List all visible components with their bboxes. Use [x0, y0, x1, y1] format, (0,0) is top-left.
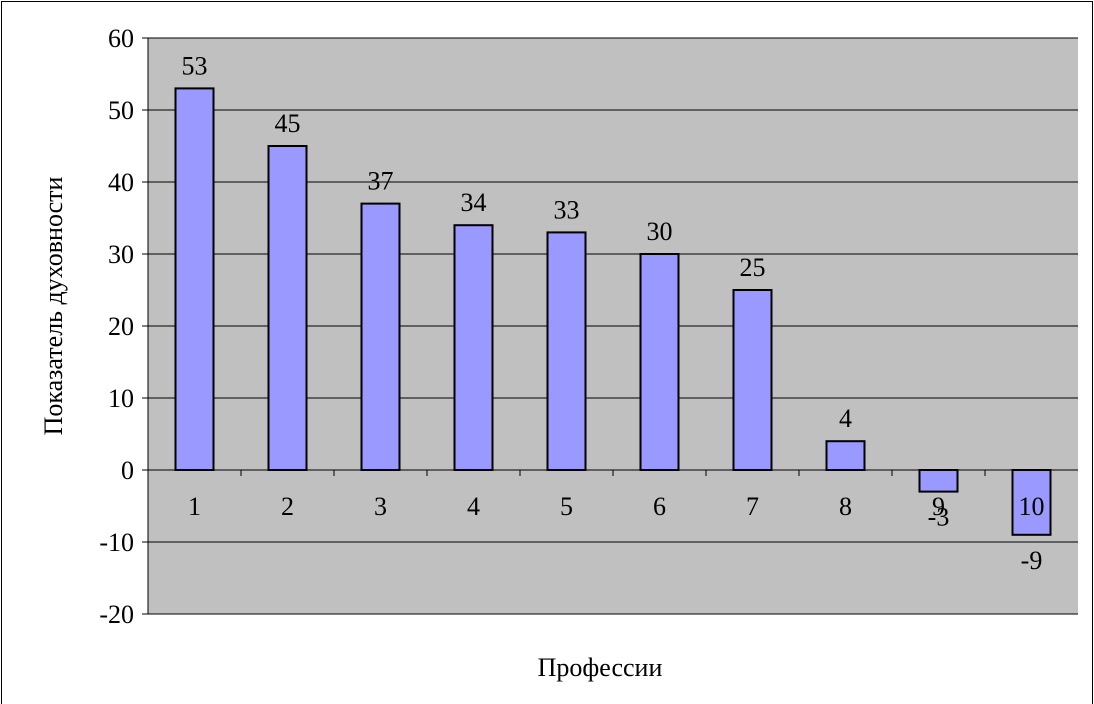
x-tick-label: 9: [932, 492, 945, 521]
bar-2: [267, 145, 308, 471]
y-axis-ticks: -20 -10 0 10 20 30 40 50 60: [99, 24, 148, 629]
x-tick-label: 8: [839, 492, 852, 521]
y-tick-label: 40: [108, 168, 134, 197]
x-tick-label: 7: [746, 492, 759, 521]
bar-1: [174, 87, 215, 472]
y-tick-label: 60: [108, 24, 134, 53]
bar-6: [639, 253, 680, 471]
y-tick-label: 10: [108, 384, 134, 413]
data-label: 53: [182, 51, 208, 80]
bar-4: [453, 224, 494, 471]
data-label: 34: [461, 188, 487, 217]
x-tick-label: 10: [1019, 492, 1045, 521]
bar-5: [546, 231, 587, 471]
data-label: 30: [647, 217, 673, 246]
bar-10: [1011, 469, 1052, 536]
bar-3: [360, 202, 401, 471]
y-tick-label: 30: [108, 240, 134, 269]
x-tick-label: 4: [467, 492, 480, 521]
x-tick-label: 5: [560, 492, 573, 521]
y-axis-title: Показатель духовности: [39, 177, 68, 436]
data-label: 45: [275, 109, 301, 138]
x-tick-label: 1: [188, 492, 201, 521]
bars: [174, 87, 1052, 536]
bar-7: [732, 289, 773, 471]
x-tick-label: 6: [653, 492, 666, 521]
y-tick-label: -20: [99, 600, 134, 629]
bar-8: [825, 440, 866, 472]
data-label: 37: [368, 167, 394, 196]
data-label: 25: [740, 253, 766, 282]
data-label: -3: [928, 503, 950, 532]
y-tick-label: 20: [108, 312, 134, 341]
y-tick-label: -10: [99, 528, 134, 557]
x-axis-title: Профессии: [538, 653, 663, 682]
y-tick-label: 0: [121, 456, 134, 485]
y-tick-label: 50: [108, 96, 134, 125]
x-tick-label: 2: [281, 492, 294, 521]
x-axis-ticks: 1 2 3 4 5 6 7 8 9 10: [188, 470, 1045, 521]
data-label: 33: [554, 195, 580, 224]
bar-9: [918, 469, 959, 493]
data-label: -9: [1021, 546, 1043, 575]
data-label: 4: [839, 404, 852, 433]
x-tick-label: 3: [374, 492, 387, 521]
